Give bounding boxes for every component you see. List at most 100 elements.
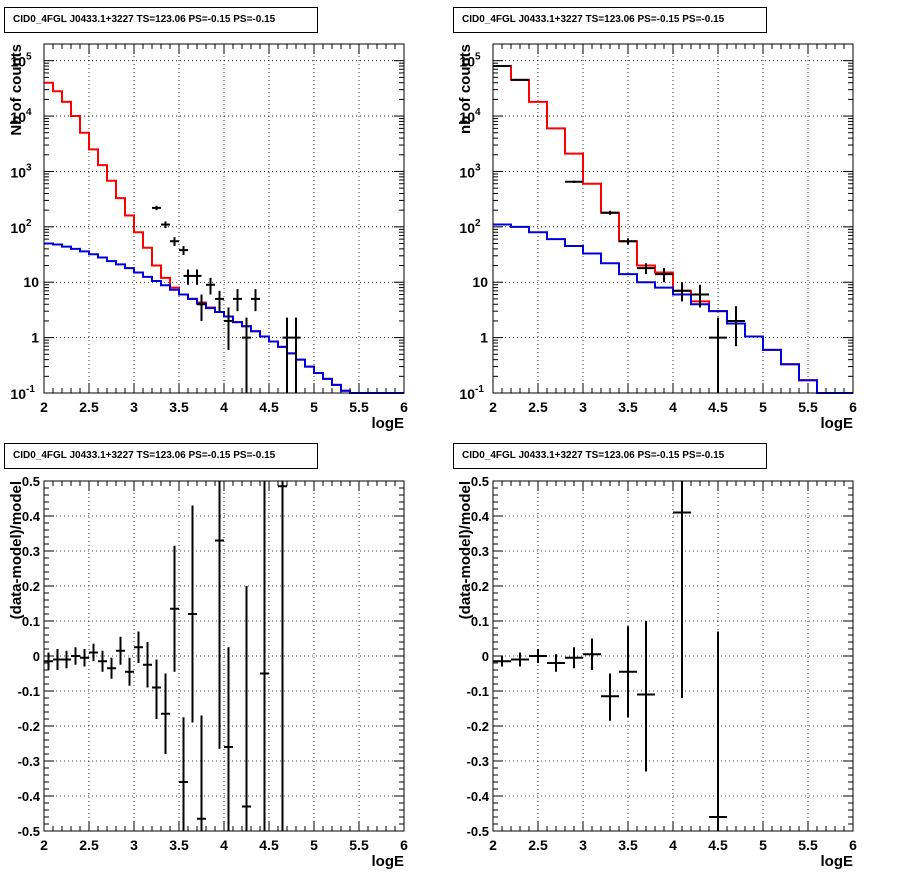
y-tick-label-exponent: 2 (26, 218, 32, 229)
data-point (601, 673, 619, 721)
data-point (691, 284, 709, 308)
x-tick-label: 4.5 (259, 837, 279, 853)
data-point (637, 263, 655, 275)
data-point (116, 636, 125, 665)
chart-title: CID0_4FGL J0433.1+3227 TS=123.06 PS=-0.1… (453, 7, 767, 33)
data-point (655, 268, 673, 283)
data-point (192, 269, 202, 285)
data-point (134, 631, 143, 663)
x-tick-label: 3.5 (169, 837, 189, 853)
x-tick-label: 5.5 (349, 399, 369, 415)
x-tick-label: 3 (579, 399, 587, 415)
y-axis-title: (data-model)/model (457, 481, 474, 619)
data-point (233, 289, 242, 312)
y-tick-label: 10 (459, 54, 475, 70)
x-tick-label: 2 (40, 399, 48, 415)
data-point (529, 649, 547, 663)
y-tick-label: 10 (459, 109, 475, 125)
x-axis-title: logE (372, 415, 405, 432)
chart-title: CID0_4FGL J0433.1+3227 TS=123.06 PS=-0.1… (453, 443, 767, 469)
data-point (152, 205, 161, 211)
model-histogram-line (44, 242, 404, 394)
plot-frame (43, 43, 405, 394)
data-point (62, 650, 71, 669)
x-tick-label: 4 (669, 399, 677, 415)
chart-panel-residual-coarse: CID0_4FGL J0433.1+3227 TS=123.06 PS=-0.1… (449, 438, 898, 875)
data-point (197, 294, 206, 321)
y-tick-label-exponent: 3 (475, 162, 481, 173)
y-tick-label: 10 (10, 220, 26, 236)
data-point (170, 545, 179, 672)
x-tick-label: 6 (849, 837, 857, 853)
data-point (224, 647, 233, 831)
x-tick-label: 2.5 (79, 399, 99, 415)
y-tick-label: -0.4 (467, 789, 490, 804)
y-tick-label: -0.2 (18, 719, 40, 734)
x-axis-title: logE (372, 853, 405, 870)
y-tick-label: -0.4 (18, 789, 41, 804)
y-tick-label: 0.4 (22, 509, 41, 524)
y-tick-label: -0.1 (467, 684, 489, 699)
y-tick-label-exponent: 5 (475, 52, 481, 63)
data-point (161, 673, 170, 754)
plot-frame (492, 480, 854, 832)
x-tick-label: 2.5 (79, 837, 99, 853)
chart-panel-counts-coarse: CID0_4FGL J0433.1+3227 TS=123.06 PS=-0.1… (449, 0, 898, 438)
data-point (71, 647, 80, 665)
data-point (125, 657, 134, 686)
x-tick-label: 5.5 (798, 399, 818, 415)
x-tick-label: 3.5 (169, 399, 189, 415)
data-point (291, 317, 301, 393)
y-tick-label: -0.1 (18, 684, 40, 699)
y-axis-title: nb of counts (457, 44, 474, 134)
data-point (224, 307, 233, 350)
x-axis-title: logE (821, 415, 854, 432)
data-point (98, 650, 107, 672)
data-point (547, 654, 565, 672)
x-tick-label: 5.5 (798, 837, 818, 853)
y-tick-label: 10 (10, 109, 26, 125)
x-tick-label: 6 (400, 837, 408, 853)
y-tick-label: 0.4 (471, 509, 490, 524)
y-tick-label: 10 (10, 164, 26, 180)
data-point (107, 657, 116, 679)
y-tick-label: -0.3 (467, 754, 489, 769)
data-point (179, 246, 188, 256)
data-point (583, 638, 601, 670)
data-point (565, 647, 583, 669)
x-tick-label: 2.5 (528, 837, 548, 853)
y-axis-title: Nb of counts (8, 44, 25, 136)
y-tick-label: 0.3 (471, 544, 489, 559)
data-point (215, 290, 224, 312)
x-tick-label: 5 (759, 399, 767, 415)
data-point (493, 65, 511, 68)
data-point (53, 649, 62, 670)
data-point (565, 180, 583, 183)
plot-frame (492, 43, 854, 394)
x-tick-label: 2 (40, 837, 48, 853)
data-point (637, 621, 655, 772)
data-point (673, 282, 691, 302)
x-tick-label: 3 (579, 837, 587, 853)
data-point (251, 289, 260, 312)
x-tick-label: 3.5 (618, 399, 638, 415)
data-point (183, 269, 193, 285)
chart-title: CID0_4FGL J0433.1+3227 TS=123.06 PS=-0.1… (4, 443, 318, 469)
data-point (282, 317, 292, 393)
y-tick-label: 0.2 (22, 579, 40, 594)
data-point (242, 586, 251, 831)
data-point (493, 656, 511, 667)
data-point (143, 642, 152, 688)
y-tick-label-exponent: 2 (475, 218, 481, 229)
data-point (709, 631, 727, 831)
y-tick-label: 1 (31, 330, 39, 346)
model-histogram-line (493, 223, 853, 394)
y-tick-label: 10 (459, 386, 475, 402)
y-tick-label: -0.5 (467, 824, 489, 839)
chart-panel-counts-fine: CID0_4FGL J0433.1+3227 TS=123.06 PS=-0.1… (0, 0, 449, 438)
x-tick-label: 6 (400, 399, 408, 415)
y-tick-label: -0.5 (18, 824, 40, 839)
y-tick-label: 0.1 (22, 614, 40, 629)
y-tick-label: 10 (10, 54, 26, 70)
